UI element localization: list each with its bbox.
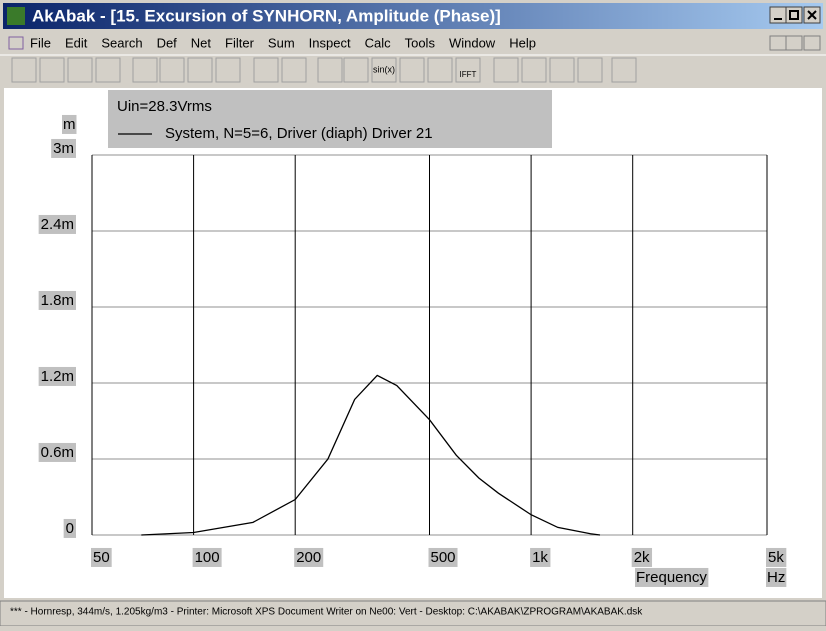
label-background [530,547,551,567]
mdi-minimize[interactable] [769,35,787,51]
x-axis-label: Frequency [636,569,707,586]
status-text: *** - Hornresp, 344m/s, 1.205kg/m3 - Pri… [10,607,643,618]
x-tick-label: 2k [634,549,650,566]
label-background [63,518,76,538]
label-background [38,366,76,386]
menu-item[interactable]: Window [449,35,496,50]
label-background [631,547,653,567]
label-background [38,442,76,462]
app-icon [7,7,25,25]
plot-background [4,88,822,598]
toolbar-button[interactable] [455,57,481,83]
label-background [38,214,76,234]
label-background [294,547,324,567]
toolbar-button[interactable] [187,57,213,83]
toolbar-button[interactable] [39,57,65,83]
y-axis-label: m [63,116,76,133]
y-tick-label: 1.8m [41,292,74,309]
menu-item[interactable]: Def [157,35,178,50]
mdi-controls [769,35,821,51]
legend-label: System, N=5=6, Driver (diaph) Driver 21 [165,125,433,142]
toolbar-label: IFFT [460,70,477,79]
menu-item[interactable]: Search [101,35,142,50]
status-bar [0,600,826,627]
label-background [91,547,112,567]
label-background [635,567,709,587]
annotation: Uin=28.3Vrms [117,98,212,115]
label-background [766,547,787,567]
y-tick-label: 3m [53,140,74,157]
minimize-button[interactable] [769,6,787,24]
toolbar-button[interactable] [159,57,185,83]
y-tick-label: 1.2m [41,368,74,385]
toolbar-button[interactable] [215,57,241,83]
y-tick-label: 2.4m [41,216,74,233]
menu-item[interactable]: Help [509,35,536,50]
window-controls [769,6,821,24]
menu-item[interactable]: File [30,35,51,50]
menu-item[interactable]: Filter [225,35,255,50]
menu-item[interactable]: Sum [268,35,295,50]
toolbar-button[interactable] [577,57,603,83]
toolbar-button[interactable] [611,57,637,83]
toolbar-button[interactable] [132,57,158,83]
legend-box [108,90,552,148]
menu-item[interactable]: Inspect [309,35,351,50]
menu-item[interactable]: Net [191,35,212,50]
toolbar-button[interactable] [493,57,519,83]
x-tick-label: 100 [195,549,220,566]
mdi-close[interactable] [803,35,821,51]
mdi-restore[interactable] [785,35,803,51]
toolbar-button[interactable] [521,57,547,83]
control-glyphs [774,10,817,20]
menu-icon [8,36,24,50]
menu-item[interactable]: Calc [365,35,392,50]
toolbar-button[interactable] [343,57,369,83]
label-background [38,290,76,310]
x-tick-label: 500 [431,549,456,566]
toolbar-label: sin(x) [373,64,395,74]
label-background [192,547,222,567]
title-bar [3,3,823,29]
y-tick-label: 0.6m [41,444,74,461]
toolbar-button[interactable] [399,57,425,83]
data-line [141,374,601,536]
toolbar-button[interactable] [317,57,343,83]
toolbar-button[interactable] [11,57,37,83]
label-background [766,567,787,587]
toolbar-button[interactable] [281,57,307,83]
x-tick-label: 1k [532,549,548,566]
x-tick-label: 200 [296,549,321,566]
y-tick-label: 0 [66,520,74,537]
menu-bar: File Edit Search Def Net Filter Sum Inspect Calc… [8,35,536,50]
maximize-button[interactable] [785,6,803,24]
menu-item[interactable]: Edit [65,35,88,50]
label-background [428,547,458,567]
toolbar-button[interactable] [371,57,397,83]
label-background [51,138,76,158]
toolbar-button[interactable] [67,57,93,83]
chart: 0 0.6m 1.2m 1.8m 2.4m 3m 50 100 200 500 1k 2k 5k m Fre… [38,90,787,587]
label-background [62,114,77,134]
x-tick-label: 5k [768,549,784,566]
menu-item[interactable]: Tools [405,35,436,50]
x-unit: Hz [767,569,785,586]
toolbar-button[interactable] [95,57,121,83]
toolbar: sin(x) IFFT [11,57,637,83]
toolbar-button[interactable] [253,57,279,83]
window-title: AkAbak - [15. Excursion of SYNHORN, Ampl… [32,6,501,25]
toolbar-button[interactable] [427,57,453,83]
toolbar-button[interactable] [549,57,575,83]
x-tick-label: 50 [93,549,110,566]
